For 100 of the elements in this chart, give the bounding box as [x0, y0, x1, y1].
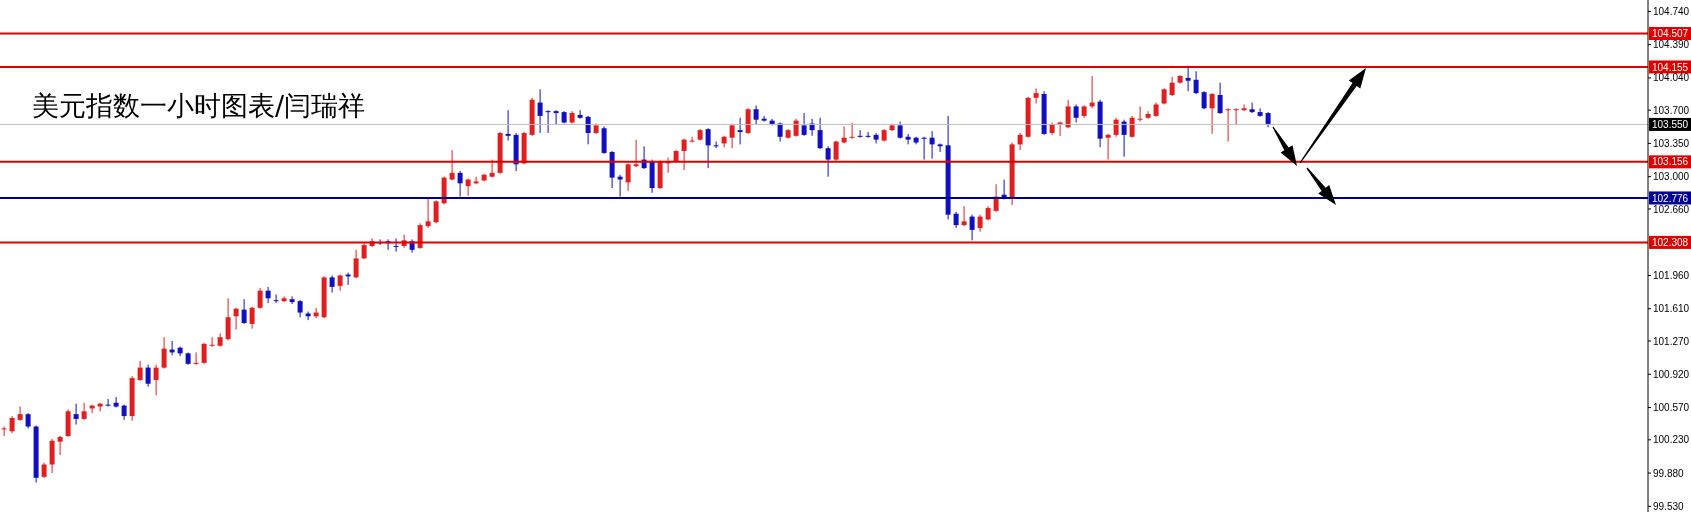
y-tick-label: 101.610 — [1653, 303, 1690, 315]
candlestick — [537, 88, 543, 134]
candlestick — [1073, 103, 1079, 124]
candlestick — [1225, 107, 1231, 143]
candlestick — [1145, 110, 1151, 120]
candlestick — [793, 118, 799, 138]
candlestick — [305, 311, 311, 321]
candlestick — [425, 197, 431, 229]
y-tick-label: 103.350 — [1653, 137, 1690, 149]
candlestick — [849, 122, 855, 140]
candlestick — [225, 297, 231, 341]
y-tick-label: 104.740 — [1653, 5, 1690, 17]
candlestick — [1065, 99, 1071, 129]
candlestick — [929, 130, 935, 160]
candlestick — [1137, 105, 1143, 123]
candlestick — [433, 199, 439, 224]
text: 美元指数一小时图表/闫瑞祥 — [32, 90, 366, 122]
candlestick — [921, 136, 927, 161]
candlestick — [153, 364, 159, 396]
candlestick — [969, 214, 975, 241]
candlestick — [1257, 107, 1263, 118]
candlestick — [137, 360, 143, 382]
candlestick — [473, 176, 479, 185]
candlestick — [801, 112, 807, 137]
candlestick — [857, 129, 863, 139]
ref-line-label: 102.308 — [1652, 237, 1689, 249]
candlestick — [817, 117, 823, 150]
candlestick — [1209, 92, 1215, 135]
y-tick-label: 103.700 — [1653, 104, 1690, 116]
ref-line-label: 104.155 — [1652, 61, 1689, 73]
candlestick — [249, 306, 255, 330]
ref-line-label: 102.776 — [1652, 192, 1689, 204]
candlestick — [705, 127, 711, 169]
candlestick — [633, 139, 639, 168]
candlestick — [353, 249, 359, 279]
candlestick — [1233, 107, 1239, 125]
candlestick — [577, 109, 583, 120]
candlestick — [81, 402, 87, 421]
candlestick — [681, 138, 687, 171]
candlestick — [329, 274, 335, 294]
candlestick — [489, 159, 495, 179]
candlestick — [1249, 102, 1255, 114]
y-tick-label: 102.660 — [1653, 203, 1690, 215]
candlestick — [617, 174, 623, 198]
candlestick — [1113, 117, 1119, 138]
candlestick — [713, 141, 719, 149]
y-tick-label: 104.040 — [1653, 72, 1690, 84]
candlestick — [961, 205, 967, 227]
ref-line-label: 103.156 — [1652, 156, 1689, 168]
candlestick — [113, 396, 119, 409]
candlestick — [57, 435, 63, 456]
candlestick — [17, 406, 23, 422]
candlestick — [1105, 133, 1111, 161]
ref-line-label: 103.550 — [1652, 119, 1689, 131]
candlestick — [465, 178, 471, 197]
candlestick — [417, 222, 423, 250]
candlestick — [761, 115, 767, 123]
candlestick — [937, 142, 943, 153]
candlestick — [721, 135, 727, 148]
candlestick — [809, 118, 815, 137]
candlestick — [97, 402, 103, 412]
candlestick — [233, 307, 239, 331]
candlestick — [545, 109, 551, 134]
candlestick — [201, 342, 207, 365]
candlestick — [745, 107, 751, 135]
ref-line-label: 104.507 — [1652, 28, 1689, 40]
candlestick — [457, 170, 463, 198]
candlestick — [1185, 65, 1191, 92]
y-tick-label: 100.920 — [1653, 368, 1690, 380]
candlestick — [73, 403, 79, 426]
y-tick-label: 100.570 — [1653, 402, 1690, 414]
candlestick — [753, 104, 759, 125]
candlestick — [865, 131, 871, 139]
candlestick — [1201, 90, 1207, 110]
candlestick — [1241, 103, 1247, 112]
candlestick — [289, 295, 295, 305]
candlestick — [393, 237, 399, 253]
y-tick-label: 101.270 — [1653, 335, 1690, 347]
candlestick — [553, 109, 559, 125]
candlestick — [1169, 76, 1175, 97]
y-tick-label: 99.880 — [1653, 467, 1685, 479]
candlestick — [241, 298, 247, 325]
candlestick — [49, 438, 55, 474]
candlestick — [193, 351, 199, 366]
y-tick-label: 101.960 — [1653, 270, 1690, 282]
y-tick-label: 100.230 — [1653, 434, 1690, 446]
candlestick — [873, 132, 879, 144]
candlestick — [1033, 87, 1039, 105]
candlestick — [1193, 70, 1199, 95]
candlestick — [905, 133, 911, 145]
candlestick — [1017, 132, 1023, 151]
y-tick-label: 104.390 — [1653, 39, 1690, 51]
candlestick — [265, 286, 271, 304]
candlestick — [737, 117, 743, 145]
candlestick — [1, 426, 7, 437]
candlestick — [585, 115, 591, 145]
candlestick — [257, 287, 263, 310]
candlestick — [209, 336, 215, 348]
candlestick — [161, 336, 167, 370]
candlestick — [145, 364, 151, 388]
